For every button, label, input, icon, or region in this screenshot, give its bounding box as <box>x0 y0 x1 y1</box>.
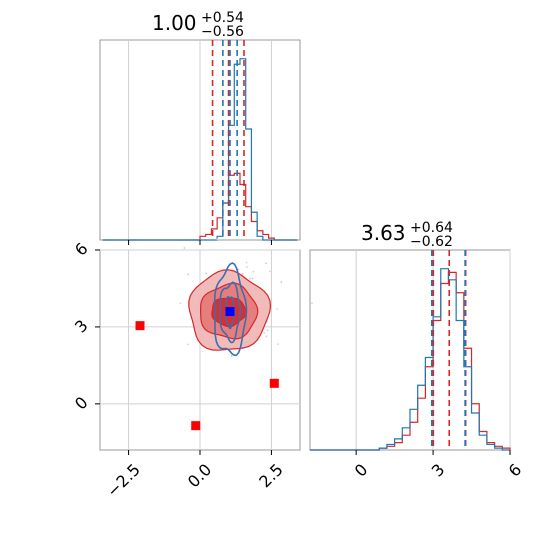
tick-marks-and-labels: −2.5 0.0 2.5 0 3 6 0 3 6 <box>71 239 525 501</box>
scatter-point <box>205 272 208 275</box>
red-marker <box>191 421 201 431</box>
marginal-y-histograms <box>310 268 511 451</box>
marginal-x-title: 1.00 +0.54 −0.56 <box>152 10 244 40</box>
scatter-point <box>248 277 251 280</box>
x-tick-label: 0 <box>351 460 372 481</box>
marginal-y-title: 3.63 +0.64 −0.62 <box>361 220 453 250</box>
scatter-point <box>280 281 283 284</box>
marginal-y-title-minus: −0.62 <box>410 234 453 250</box>
scatter-point <box>237 268 240 271</box>
blue-marker <box>225 307 235 317</box>
marginal-x-title-minus: −0.56 <box>201 24 244 40</box>
scatter-point <box>276 308 279 310</box>
scatter-point <box>245 261 248 264</box>
x-tick-label: 6 <box>505 460 526 481</box>
x-tick-label: 0.0 <box>184 460 215 491</box>
scatter-point <box>311 302 313 305</box>
y-tick-label: 6 <box>71 239 92 260</box>
x-tick-label: 2.5 <box>255 460 286 491</box>
red-marker <box>269 378 279 388</box>
scatter-point <box>269 270 271 273</box>
scatter-point <box>241 272 244 275</box>
marginal-y-title-value: 3.63 <box>361 221 406 245</box>
scatter-point <box>187 343 190 346</box>
y-tick-label: 3 <box>71 316 92 337</box>
marginal-x-title-plus: +0.54 <box>201 10 244 26</box>
marginal-x-grid <box>128 40 272 240</box>
scatter-point <box>263 331 266 334</box>
scatter-point <box>252 270 255 273</box>
x-tick-label: −2.5 <box>103 460 144 501</box>
scatter-point <box>266 329 269 332</box>
histogram-series <box>102 58 298 241</box>
scatter-point <box>265 262 267 265</box>
scatter-point <box>230 355 233 357</box>
scatter-point <box>246 266 248 268</box>
scatter-point <box>265 335 268 338</box>
joint-markers <box>135 307 279 431</box>
red-marker <box>135 321 145 331</box>
joint-grid <box>100 249 300 450</box>
scatter-point <box>251 277 254 280</box>
scatter-point <box>179 302 182 305</box>
x-tick-label: 3 <box>428 460 449 481</box>
blue-contour-level <box>219 281 242 344</box>
marginal-x-histograms <box>102 58 298 241</box>
marginal-y-quantile-lines <box>430 250 467 450</box>
marginal-y-title-plus: +0.64 <box>410 220 453 236</box>
histogram-series <box>310 268 510 451</box>
marginal-x-quantile-lines <box>211 40 245 240</box>
scatter-point <box>183 247 186 249</box>
scatter-point <box>277 343 280 346</box>
y-tick-label: 0 <box>71 393 92 414</box>
scatter-point <box>216 238 219 241</box>
marginal-x-title-value: 1.00 <box>152 11 197 35</box>
blue-contour-level <box>213 262 248 357</box>
scatter-point <box>187 273 190 276</box>
